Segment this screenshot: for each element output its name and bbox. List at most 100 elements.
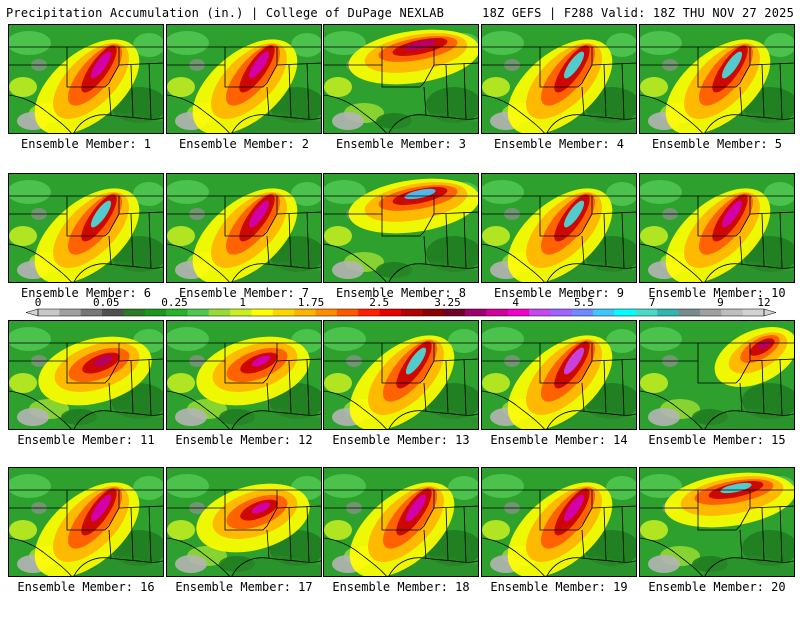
legend-color-swatch	[635, 309, 658, 316]
ensemble-member-panel: Ensemble Member: 17	[166, 467, 322, 633]
chart-title: Precipitation Accumulation (in.) | Colle…	[6, 6, 445, 20]
legend-color-swatch	[614, 309, 637, 316]
ensemble-member-panel: Ensemble Member: 4	[481, 24, 637, 190]
precip-map-svg	[324, 174, 478, 282]
legend-color-swatch	[208, 309, 231, 316]
ensemble-member-panel: Ensemble Member: 18	[323, 467, 479, 633]
legend-color-swatch	[315, 309, 338, 316]
legend-arrow-left	[25, 308, 39, 317]
member-label: Ensemble Member: 13	[332, 433, 470, 447]
member-label: Ensemble Member: 18	[332, 580, 470, 594]
legend-tick-label: 12	[757, 296, 771, 309]
precip-map-svg	[167, 468, 321, 576]
legend-color-swatch	[678, 309, 701, 316]
member-label: Ensemble Member: 11	[17, 433, 155, 447]
legend-color-swatch	[358, 309, 381, 316]
legend-color-swatch	[699, 309, 722, 316]
legend-tick-label: 1	[239, 296, 247, 309]
member-label: Ensemble Member: 9	[493, 286, 625, 300]
precip-map-svg	[9, 468, 163, 576]
member-label: Ensemble Member: 1	[20, 137, 152, 151]
member-label: Ensemble Member: 15	[648, 433, 786, 447]
ensemble-member-panel: Ensemble Member: 5	[639, 24, 795, 190]
precip-map-svg	[9, 174, 163, 282]
precip-map	[481, 467, 637, 577]
model-valid-time: 18Z GEFS | F288 Valid: 18Z THU NOV 27 20…	[482, 6, 794, 20]
ensemble-member-panel: Ensemble Member: 8	[323, 173, 479, 339]
precip-map-svg	[640, 468, 794, 576]
member-label: Ensemble Member: 16	[17, 580, 155, 594]
legend-color-swatch	[336, 309, 359, 316]
legend-color-swatch	[230, 309, 253, 316]
precip-map	[8, 173, 164, 283]
ensemble-member-panel: Ensemble Member: 14	[481, 320, 637, 486]
legend-color-swatch	[38, 309, 60, 316]
precip-map-svg	[482, 25, 636, 133]
precip-map	[639, 467, 795, 577]
precip-map	[481, 173, 637, 283]
member-label: Ensemble Member: 6	[20, 286, 152, 300]
legend-color-swatch	[593, 309, 616, 316]
ensemble-member-panel: Ensemble Member: 2	[166, 24, 322, 190]
member-label: Ensemble Member: 7	[178, 286, 310, 300]
precip-map-svg	[640, 321, 794, 429]
legend-color-swatch	[465, 309, 488, 316]
member-label: Ensemble Member: 8	[335, 286, 467, 300]
precip-map	[639, 173, 795, 283]
member-label: Ensemble Member: 3	[335, 137, 467, 151]
member-label: Ensemble Member: 4	[493, 137, 625, 151]
precip-map	[8, 24, 164, 134]
legend-color-swatch	[379, 309, 402, 316]
ensemble-member-panel: Ensemble Member: 6	[8, 173, 164, 339]
ensemble-member-panel: Ensemble Member: 7	[166, 173, 322, 339]
legend-tick-label: 0	[34, 296, 42, 309]
member-label: Ensemble Member: 12	[175, 433, 313, 447]
legend-color-swatch	[166, 309, 189, 316]
member-label: Ensemble Member: 14	[490, 433, 628, 447]
precip-map	[8, 467, 164, 577]
legend-colorbar	[25, 308, 777, 317]
legend-tick-label: 4	[512, 296, 520, 309]
precip-map	[639, 320, 795, 430]
member-label: Ensemble Member: 2	[178, 137, 310, 151]
precip-map	[481, 24, 637, 134]
legend-color-swatch	[80, 309, 103, 316]
ensemble-member-panel: Ensemble Member: 9	[481, 173, 637, 339]
legend-color-swatch	[251, 309, 274, 316]
legend-color-swatch	[59, 309, 82, 316]
legend-tick-label: 3.25	[434, 296, 461, 309]
legend-color-swatch	[422, 309, 445, 316]
legend-color-swatch	[529, 309, 552, 316]
precip-map	[166, 173, 322, 283]
precip-map	[323, 467, 479, 577]
member-label: Ensemble Member: 20	[648, 580, 786, 594]
legend-color-swatch	[571, 309, 594, 316]
member-label: Ensemble Member: 17	[175, 580, 313, 594]
ensemble-member-panel: Ensemble Member: 3	[323, 24, 479, 190]
precip-map-svg	[640, 174, 794, 282]
legend-color-swatch	[401, 309, 423, 316]
precip-map	[481, 320, 637, 430]
precip-map	[323, 320, 479, 430]
legend-color-swatch	[657, 309, 680, 316]
legend-color-swatch	[294, 309, 317, 316]
precip-map	[323, 173, 479, 283]
color-legend: 0 0.05 0.25 1 1.75 2.5 3.25 4 5.5 7 9 12	[0, 296, 800, 318]
ensemble-member-panel: Ensemble Member: 13	[323, 320, 479, 486]
precip-map	[166, 24, 322, 134]
ensemble-member-panel: Ensemble Member: 16	[8, 467, 164, 633]
ensemble-member-panel: Ensemble Member: 19	[481, 467, 637, 633]
legend-color-swatch	[187, 309, 210, 316]
ensemble-member-panel: Ensemble Member: 12	[166, 320, 322, 486]
legend-color-swatch	[721, 309, 744, 316]
precip-map-svg	[482, 174, 636, 282]
legend-color-swatch	[742, 309, 765, 316]
member-label: Ensemble Member: 10	[648, 286, 786, 300]
member-label: Ensemble Member: 5	[651, 137, 783, 151]
legend-color-swatch	[507, 309, 530, 316]
precip-map	[8, 320, 164, 430]
legend-color-swatch	[486, 309, 509, 316]
legend-color-swatch	[102, 309, 125, 316]
precip-map	[323, 24, 479, 134]
legend-tick-label: 2.5	[369, 296, 390, 309]
